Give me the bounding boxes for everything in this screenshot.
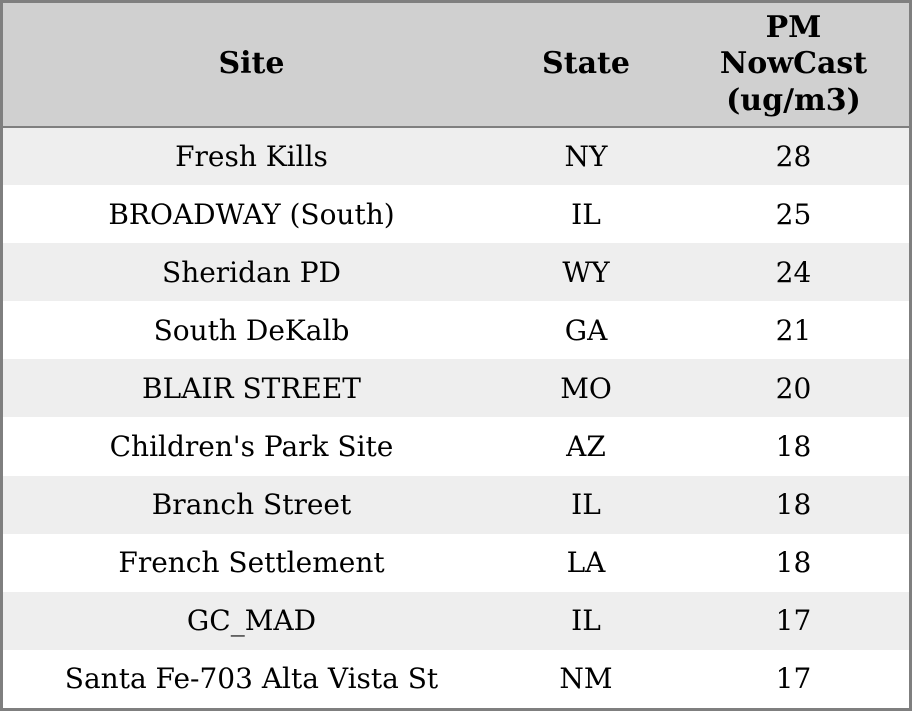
col-header-site-label: Site bbox=[218, 46, 285, 82]
pm-value-cell: 25 bbox=[775, 197, 812, 231]
site-cell: Santa Fe-703 Alta Vista St bbox=[64, 662, 439, 696]
table-row: GC_MAD IL 17 bbox=[3, 591, 909, 650]
state-cell: AZ bbox=[566, 430, 606, 464]
table-row: Branch Street IL 18 bbox=[3, 475, 909, 534]
site-cell: French Settlement bbox=[118, 546, 385, 580]
table-row: BLAIR STREET MO 20 bbox=[3, 359, 909, 418]
site-cell: BROADWAY (South) bbox=[108, 197, 395, 231]
table-body: Fresh Kills NY 28 BROADWAY (South) IL 25… bbox=[3, 127, 909, 708]
pm-value-cell: 18 bbox=[775, 546, 812, 580]
site-cell: Sheridan PD bbox=[162, 255, 341, 289]
state-cell: GA bbox=[564, 313, 608, 347]
pm-value-cell: 18 bbox=[775, 488, 812, 522]
table-row: Sheridan PD WY 24 bbox=[3, 243, 909, 302]
state-cell: LA bbox=[566, 546, 606, 580]
table-row: Santa Fe-703 Alta Vista St NM 17 bbox=[3, 649, 909, 708]
pm-value-cell: 20 bbox=[775, 371, 812, 405]
table-header: Site State PM NowCast (ug/m3) bbox=[3, 3, 909, 128]
pm-value-cell: 28 bbox=[775, 140, 812, 174]
state-cell: NY bbox=[564, 140, 608, 174]
site-cell: Fresh Kills bbox=[175, 140, 328, 174]
table-row: South DeKalb GA 21 bbox=[3, 301, 909, 360]
pm-value-cell: 17 bbox=[775, 662, 812, 696]
pm-value-cell: 17 bbox=[775, 604, 812, 638]
pm-value-cell: 21 bbox=[775, 313, 812, 347]
site-cell: Branch Street bbox=[151, 488, 352, 522]
table-row: BROADWAY (South) IL 25 bbox=[3, 185, 909, 244]
header-row: Site State PM NowCast (ug/m3) bbox=[3, 3, 909, 128]
table-row: French Settlement LA 18 bbox=[3, 533, 909, 592]
table-row: Children's Park Site AZ 18 bbox=[3, 417, 909, 476]
table-row: Fresh Kills NY 28 bbox=[3, 127, 909, 186]
site-cell: Children's Park Site bbox=[109, 430, 394, 464]
state-cell: WY bbox=[562, 255, 610, 289]
state-cell: IL bbox=[571, 197, 601, 231]
pm-value-cell: 24 bbox=[775, 255, 812, 289]
state-cell: MO bbox=[560, 371, 612, 405]
state-cell: IL bbox=[571, 604, 601, 638]
site-cell: South DeKalb bbox=[153, 313, 350, 347]
col-header-pm-nowcast-label: PM NowCast (ug/m3) bbox=[719, 9, 868, 118]
site-cell: GC_MAD bbox=[186, 604, 317, 638]
state-cell: IL bbox=[571, 488, 601, 522]
pm-value-cell: 18 bbox=[775, 430, 812, 464]
col-header-site: Site bbox=[3, 3, 500, 128]
col-header-state-label: State bbox=[542, 46, 630, 82]
site-cell: BLAIR STREET bbox=[142, 371, 361, 405]
state-cell: NM bbox=[559, 662, 613, 696]
col-header-pm-nowcast: PM NowCast (ug/m3) bbox=[672, 3, 909, 128]
pm-nowcast-table: Site State PM NowCast (ug/m3) Fresh Kill… bbox=[3, 3, 909, 708]
col-header-state: State bbox=[500, 3, 672, 128]
